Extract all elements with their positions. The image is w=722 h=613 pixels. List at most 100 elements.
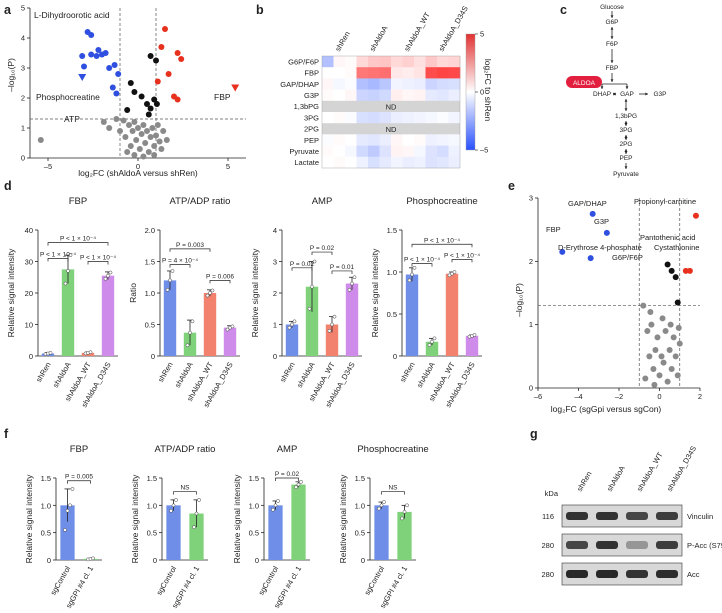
y-tick-label: 1.5 xyxy=(387,226,397,235)
data-point xyxy=(296,482,301,487)
p-value-label: P < 1 × 10⁻⁴ xyxy=(424,237,460,244)
volcano-plot-e: log₂FC (sgGpi versus sgCon) –log₁₀(P) –6… xyxy=(514,194,702,415)
data-point xyxy=(208,291,212,295)
pathway-node: G3P xyxy=(653,91,666,98)
data-point-a-gray xyxy=(156,138,163,145)
data-point xyxy=(430,339,434,344)
data-point-a-red xyxy=(154,78,161,85)
data-point xyxy=(190,319,195,324)
pathway-arrowhead xyxy=(624,151,628,154)
heatmap-cell xyxy=(391,78,403,90)
p-value-label: P < 1 × 10⁻⁴ xyxy=(80,255,116,262)
data-point-a-gray xyxy=(138,131,145,137)
data-point xyxy=(68,253,73,258)
data-point xyxy=(194,511,199,516)
heatmap-cell xyxy=(345,112,357,124)
data-point xyxy=(106,273,110,278)
annotation-e: FBP xyxy=(546,225,561,234)
pathway-node: F6P xyxy=(606,41,618,48)
heatmap-cell xyxy=(414,112,426,124)
y-tick-label: 0 xyxy=(151,352,155,361)
panel-label-f: f xyxy=(4,427,9,441)
panel-label-g: g xyxy=(530,427,538,441)
data-point-a-gray xyxy=(106,125,113,131)
significance-bracket xyxy=(47,242,109,246)
data-point-e-gray xyxy=(675,324,682,331)
data-point-a-gray xyxy=(37,137,44,143)
heatmap-nd-label: ND xyxy=(386,125,397,134)
y-axis-label: Relative signal intensity xyxy=(130,474,140,564)
category-label: sgControl xyxy=(362,564,386,597)
data-point xyxy=(379,503,384,508)
data-point-e-gray xyxy=(668,366,675,372)
heatmap-cell xyxy=(402,156,415,169)
annotation-e: Pantothenic acid xyxy=(640,233,695,242)
heatmap-cell xyxy=(391,156,403,169)
pathway-arrowhead xyxy=(610,79,614,82)
data-point-a-black xyxy=(147,105,154,112)
pathway-node: Glucose xyxy=(600,4,624,11)
p-value-label: P = 0.006 xyxy=(206,273,234,280)
data-point-e-gray xyxy=(652,347,659,353)
panel-label-a: a xyxy=(4,3,12,17)
heatmap-cell xyxy=(356,56,369,68)
category-label: shAldoA xyxy=(173,361,195,390)
data-point-e-blue xyxy=(587,255,594,262)
p-value-label: P = 0.02 xyxy=(275,471,300,478)
heatmap-cell xyxy=(379,78,392,90)
heatmap-cell xyxy=(437,78,449,90)
blot-strip xyxy=(561,533,683,557)
data-point xyxy=(400,516,404,521)
x-tick-label-a: –5 xyxy=(44,162,52,171)
significance-bracket xyxy=(169,248,211,252)
y-tick-label: 1.5 xyxy=(355,474,365,483)
data-point-a-gray xyxy=(163,137,170,143)
data-point-e-gray xyxy=(676,340,683,347)
heatmap-cell xyxy=(368,78,380,90)
p-value-label: P < 1 × 10⁻⁴ xyxy=(40,251,76,258)
blot-band xyxy=(626,512,648,520)
data-point xyxy=(377,506,381,511)
blot-lane-label: shAldoA xyxy=(605,464,627,493)
y-tick-label: 0 xyxy=(153,556,157,565)
heatmap-cell xyxy=(379,89,392,102)
data-point xyxy=(350,281,354,286)
heatmap-cell xyxy=(356,156,369,169)
y-tick-label: 20 xyxy=(25,289,33,298)
subplot-title: FBP xyxy=(69,196,87,207)
data-point xyxy=(210,288,215,293)
significance-bracket xyxy=(173,491,197,495)
heatmap-cell xyxy=(379,67,392,79)
heatmap-cell xyxy=(379,156,392,169)
heatmap-cell xyxy=(356,145,369,158)
data-point xyxy=(447,273,452,278)
heatmap-cell xyxy=(379,112,392,124)
data-point-a-gray xyxy=(113,116,120,122)
annotation-e: GAP/DHAP xyxy=(568,199,607,208)
heatmap-cell xyxy=(437,145,449,158)
heatmap-cell xyxy=(333,134,346,146)
data-point-e-black xyxy=(668,267,675,274)
heatmap-cell xyxy=(391,89,403,102)
p-value-label: NS xyxy=(180,485,190,492)
colorbar-tick-label: –5 xyxy=(480,146,488,155)
heatmap-nd-row xyxy=(322,123,460,135)
heatmap-cell xyxy=(322,78,334,90)
heatmap-cell xyxy=(402,78,415,90)
heatmap-row-label: PEP xyxy=(304,136,319,145)
data-point-e-gray xyxy=(670,334,677,341)
significance-bracket xyxy=(381,491,405,495)
pathway-node: 2PG xyxy=(619,141,632,148)
data-point xyxy=(205,293,210,298)
significance-bracket xyxy=(67,480,91,484)
bar xyxy=(445,273,459,356)
pathway-arrowhead xyxy=(624,166,628,169)
data-point-e-gray xyxy=(644,328,651,334)
data-point-a-blue xyxy=(88,51,95,58)
heatmap-cell xyxy=(322,145,334,158)
heatmap-row-label: 3PG xyxy=(304,113,319,122)
data-point xyxy=(165,288,170,292)
y-tick-label: 1.5 xyxy=(41,474,51,483)
y-tick-label: 0.5 xyxy=(145,321,155,330)
y-axis-label-a: –log₁₀(P) xyxy=(6,58,16,92)
